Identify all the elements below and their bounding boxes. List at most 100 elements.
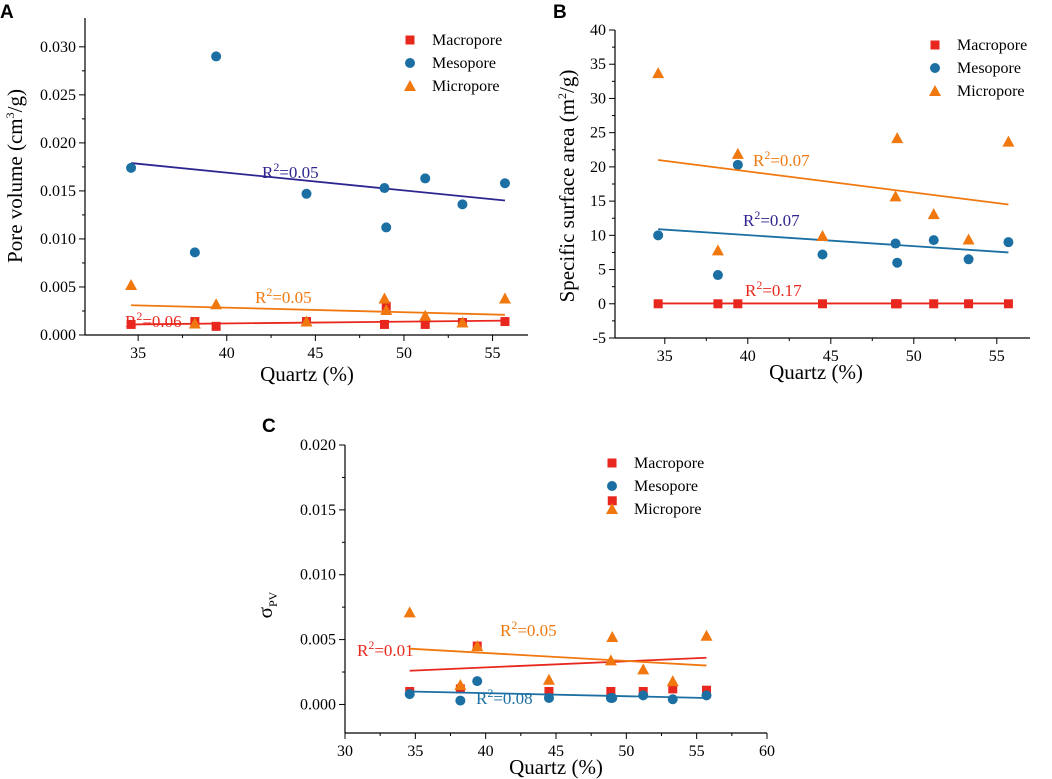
panel-a-micropore-point [456, 316, 469, 328]
panel-b-micropore-point [891, 132, 904, 144]
panel-a-micropore-point [210, 298, 223, 310]
panel-a-macropore-r2-label: R2=0.06 [125, 309, 182, 331]
panel-b-y-tick-label: 20 [590, 159, 606, 176]
panel-c-legend-label-micropore: Micropore [634, 501, 702, 518]
panel-c-micropore-point [606, 631, 619, 642]
panel-a-micropore-point [419, 309, 432, 321]
panel-b-mesopore-point [732, 159, 743, 170]
panel-b-y-tick-label: 30 [590, 90, 606, 107]
panel-a-macropore-point [420, 319, 430, 329]
panel-b-y-tick-label: 10 [590, 227, 606, 244]
panel-a-mesopore-point [420, 173, 431, 184]
panel-b-y-tick-label: 0 [598, 296, 606, 313]
panel-a-y-tick-label: 0.015 [40, 183, 76, 200]
panel-a-y-tick-label: 0.030 [40, 39, 76, 56]
panel-c-macropore-r2-label: R2=0.01 [357, 638, 414, 660]
panel-c-mesopore-point [667, 694, 678, 705]
panel-a-y-axis-title: Pore volume (cm3/g) [3, 89, 27, 263]
panel-c-x-tick-label: 50 [618, 743, 634, 760]
panel-a-legend-label-macropore: Macropore [432, 32, 502, 49]
panel-c-y-tick-label: 0.010 [300, 567, 336, 584]
panel-b-mesopore-point [890, 238, 901, 249]
panel-b: B -5 0 5 10 15 20 25 30 35 40 35 40 45 50 55 Quartz (%) S… [553, 2, 1030, 384]
panel-b-micropore-point [652, 67, 665, 79]
panel-b-mesopore-r2-label: R2=0.07 [743, 208, 800, 230]
panel-c-y-tick-label: 0.015 [300, 502, 336, 519]
panel-b-y-tick-label: 5 [598, 262, 606, 279]
panel-c-x-axis-title: Quartz (%) [509, 755, 603, 779]
panel-a-micropore-point [498, 292, 511, 304]
panel-c-y-axis-title: σPV [253, 591, 280, 618]
panel-c-macropore-point [668, 684, 678, 694]
panel-c-micropore-point [542, 673, 555, 685]
panel-c-legend-label-mesopore: Mesopore [634, 478, 698, 495]
panel-b-legend-marker-mesopore [930, 63, 940, 73]
panel-c-x-tick-label: 55 [689, 743, 705, 760]
panel-c-x-tick-label: 35 [407, 743, 423, 760]
panel-c-macropore-point [607, 496, 617, 506]
panel-a-micropore-point [300, 315, 313, 327]
panel-c-x-tick-label: 45 [548, 743, 564, 760]
panel-c-macropore-point [544, 686, 554, 696]
panel-b-mesopore-point [892, 257, 903, 268]
panel-a-macropore-trendline [131, 319, 505, 326]
panel-a-y-tick-label: 0.010 [40, 231, 76, 248]
panel-b-macropore-point [713, 299, 723, 309]
panel-a-mesopore-point [126, 162, 137, 173]
panel-c-y-tick-label: 0.000 [300, 696, 336, 713]
panel-a-mesopore-r2-label: R2=0.05 [262, 160, 319, 182]
panel-c-micropore-point [637, 663, 650, 675]
panel-b-mesopore-point [653, 230, 664, 241]
panel-b-mesopore-point [928, 235, 939, 246]
panel-a-micropore-point [378, 292, 391, 304]
panel-c-mesopore-r2-label: R2=0.08 [476, 686, 533, 708]
panel-b-macropore-point [818, 299, 827, 309]
panel-b-micropore-point [927, 208, 940, 220]
panel-b-x-tick-label: 50 [906, 348, 922, 365]
panel-a-y-tick-label: 0.020 [40, 135, 76, 152]
panel-c-x-tick-label: 30 [337, 743, 353, 760]
panel-a-mesopore-point [381, 222, 392, 233]
panel-c-mesopore-point [472, 676, 483, 687]
panel-c-macropore-trendline [409, 656, 707, 672]
panel-b-macropore-point [964, 299, 974, 309]
panel-b-micropore-point [889, 190, 902, 202]
panel-b-micropore-r2-label: R2=0.07 [753, 148, 810, 170]
panel-b-x-tick-label: 55 [989, 348, 1005, 365]
panel-a-mesopore-point [211, 51, 222, 62]
panel-c-legend-marker-micropore [606, 503, 618, 514]
panel-c-legend-marker-mesopore [607, 481, 617, 491]
panel-b-x-tick-label: 35 [657, 348, 673, 365]
panel-b-y-tick-label: 25 [590, 125, 606, 142]
panel-c-micropore-trendline [409, 647, 707, 667]
panel-b-legend-label-macropore: Macropore [957, 37, 1027, 54]
panel-b-micropore-point [711, 244, 724, 256]
panel-a-x-tick-label: 35 [130, 345, 146, 362]
panel-c-micropore-r2-label: R2=0.05 [500, 618, 557, 640]
panel-c-legend-marker-macropore [607, 458, 617, 468]
panel-a: A 0.000 0.005 0.010 0.015 0.020 0.025 0.030 35 40… [0, 2, 528, 386]
panel-a-x-tick-label: 45 [307, 345, 323, 362]
panel-a-legend-label-micropore: Micropore [432, 78, 500, 95]
panel-c-legend-label-macropore: Macropore [634, 455, 704, 472]
panel-b-macropore-point [733, 299, 743, 309]
panel-a-y-tick-label: 0.005 [40, 279, 76, 296]
panel-c-macropore-point [702, 685, 712, 695]
panel-a-x-tick-label: 50 [396, 345, 412, 362]
panel-a-macropore-point [211, 321, 221, 331]
panel-a-legend-marker-macropore [405, 35, 415, 45]
panel-a-macropore-point [500, 317, 510, 327]
panel-c-mesopore-point [455, 695, 466, 706]
panel-b-mesopore-point [1003, 237, 1014, 248]
panel-b-mesopore-point [963, 254, 974, 265]
panel-b-legend-label-micropore: Micropore [957, 83, 1025, 100]
panel-a-y-tick-label: 0.000 [40, 327, 76, 344]
panel-a-micropore-point [125, 279, 138, 291]
panel-a-macropore-point [126, 319, 136, 329]
panel-b-y-axis-title: Specific surface area (m2/g) [555, 70, 579, 303]
panel-c-micropore-point [666, 675, 679, 687]
panel-c-micropore-point [471, 640, 484, 652]
panel-a-legend-marker-mesopore [405, 58, 415, 68]
panel-b-letter: B [553, 2, 567, 23]
panel-c-mesopore-point [543, 692, 554, 703]
